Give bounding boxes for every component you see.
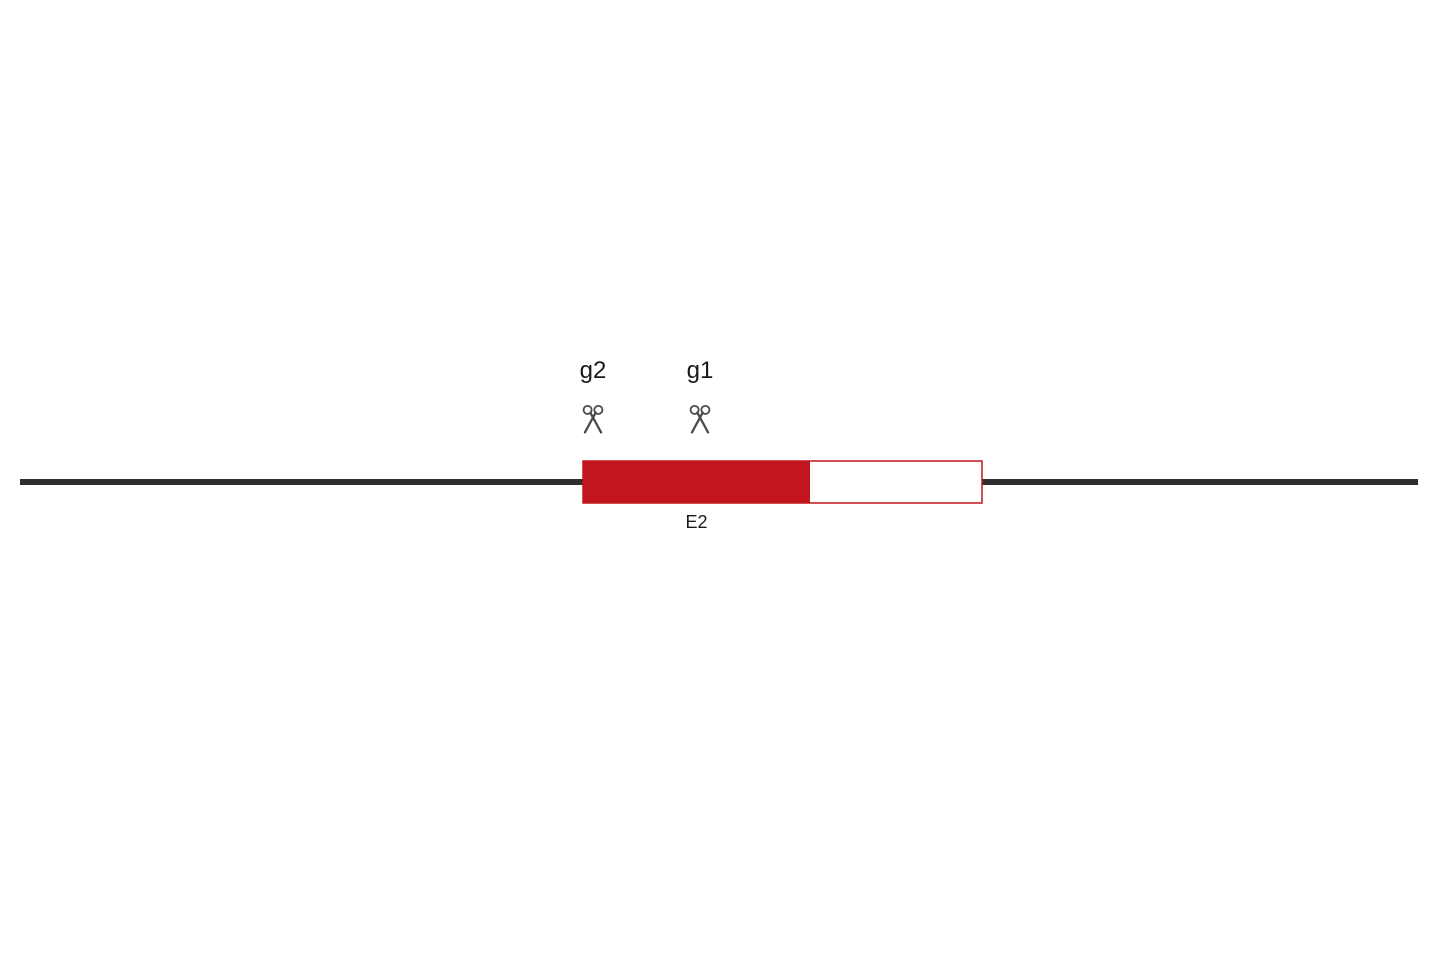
- gene-diagram: E2 g2 g1: [0, 0, 1440, 960]
- scissors-icon: [584, 406, 603, 433]
- scissors-icon: [691, 406, 710, 433]
- exon-label: E2: [685, 512, 707, 532]
- exon-fill: [583, 461, 810, 503]
- guide-label-g2: g2: [580, 357, 607, 384]
- guide-label-g1: g1: [687, 357, 714, 384]
